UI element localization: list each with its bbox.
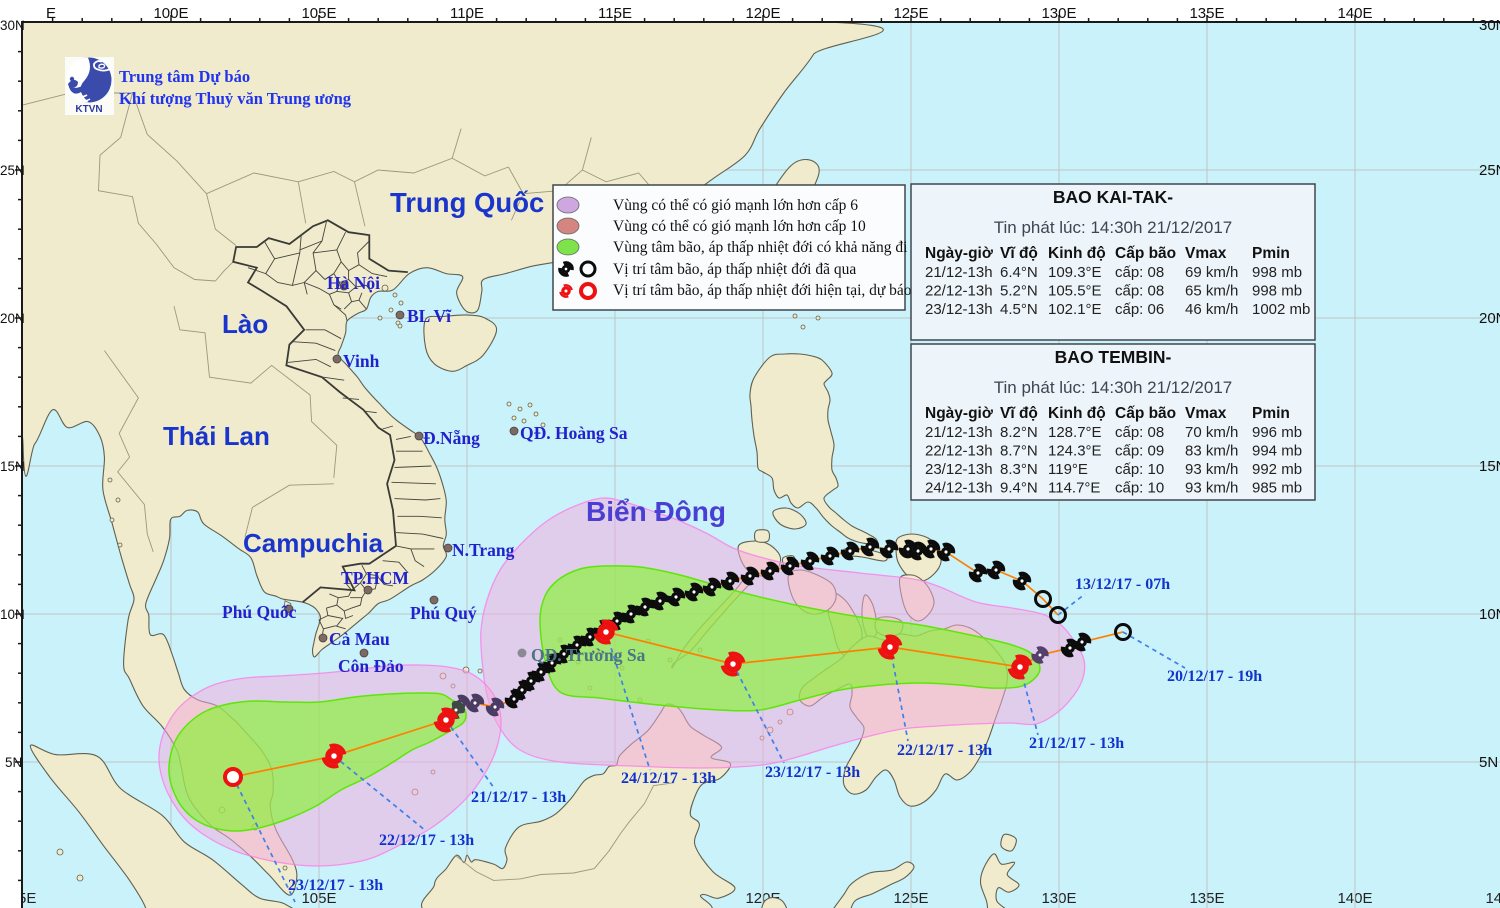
- svg-text:BAO KAI-TAK-: BAO KAI-TAK-: [1053, 187, 1173, 207]
- svg-text:Tin phát lúc: 14:30h 21/12/201: Tin phát lúc: 14:30h 21/12/2017: [994, 218, 1233, 237]
- svg-text:105E: 105E: [301, 5, 336, 22]
- svg-text:20N: 20N: [1479, 310, 1500, 327]
- svg-text:Thái Lan: Thái Lan: [163, 421, 270, 451]
- svg-text:Côn Đảo: Côn Đảo: [338, 656, 404, 676]
- svg-text:20N: 20N: [0, 311, 25, 326]
- svg-text:125E: 125E: [893, 5, 928, 22]
- svg-text:135E: 135E: [1189, 5, 1224, 22]
- svg-text:Đ.Nẵng: Đ.Nẵng: [423, 428, 480, 448]
- svg-text:110E: 110E: [450, 5, 484, 22]
- svg-text:30N: 30N: [1479, 17, 1500, 34]
- svg-text:Cà Mau: Cà Mau: [329, 629, 390, 649]
- svg-text:Vùng có thể có gió mạnh lớn hơ: Vùng có thể có gió mạnh lớn hơn cấp 10: [613, 218, 866, 235]
- svg-text:Vị trí tâm bão, áp thấp nhiệt: Vị trí tâm bão, áp thấp nhiệt đới hiện t…: [613, 282, 912, 299]
- svg-text:10N: 10N: [0, 607, 25, 622]
- svg-text:115E: 115E: [598, 5, 632, 22]
- svg-text:E: E: [46, 5, 56, 22]
- svg-text:15N: 15N: [1479, 458, 1500, 475]
- svg-text:120E: 120E: [745, 5, 780, 22]
- svg-text:Vùng tâm bão, áp thấp nhiệt đớ: Vùng tâm bão, áp thấp nhiệt đới có khả n…: [613, 239, 927, 256]
- svg-text:21/12/17 - 13h: 21/12/17 - 13h: [471, 789, 566, 806]
- svg-text:5N: 5N: [5, 755, 22, 770]
- svg-text:21/12/17 - 13h: 21/12/17 - 13h: [1029, 735, 1124, 752]
- svg-text:Hà Nội: Hà Nội: [327, 273, 380, 293]
- svg-text:BAO TEMBIN-: BAO TEMBIN-: [1055, 347, 1172, 367]
- svg-text:Phú Quốc: Phú Quốc: [222, 602, 297, 622]
- svg-text:130E: 130E: [1041, 5, 1076, 22]
- svg-text:22/12/17 - 13h: 22/12/17 - 13h: [379, 832, 474, 849]
- svg-text:30N: 30N: [0, 18, 25, 33]
- svg-text:KTVN: KTVN: [75, 104, 102, 115]
- svg-text:Campuchia: Campuchia: [243, 528, 384, 558]
- svg-text:10N: 10N: [1479, 606, 1500, 623]
- svg-text:13/12/17 - 07h: 13/12/17 - 07h: [1075, 576, 1170, 593]
- svg-text:23/12/17 - 13h: 23/12/17 - 13h: [288, 877, 383, 894]
- svg-text:25N: 25N: [0, 163, 25, 178]
- svg-text:20/12/17 - 19h: 20/12/17 - 19h: [1167, 668, 1262, 685]
- svg-text:Trung Quốc: Trung Quốc: [390, 187, 544, 218]
- svg-text:Phú Quý: Phú Quý: [410, 603, 477, 623]
- svg-text:Trung tâm Dự báo: Trung tâm Dự báo: [119, 67, 250, 86]
- svg-text:100E: 100E: [153, 5, 188, 22]
- svg-text:24/12/17 - 13h: 24/12/17 - 13h: [621, 770, 716, 787]
- svg-text:TP.HCM: TP.HCM: [341, 568, 409, 588]
- svg-text:Lào: Lào: [222, 309, 268, 339]
- svg-text:Tin phát lúc: 14:30h 21/12/201: Tin phát lúc: 14:30h 21/12/2017: [994, 378, 1233, 397]
- svg-text:140E: 140E: [1337, 5, 1372, 22]
- svg-text:Vị trí tâm bão, áp thấp nhiệt: Vị trí tâm bão, áp thấp nhiệt đới đã qua: [613, 261, 856, 278]
- svg-text:N.Trang: N.Trang: [452, 540, 515, 560]
- svg-text:Vùng có thể có gió mạnh lớn hơ: Vùng có thể có gió mạnh lớn hơn cấp 6: [613, 197, 858, 214]
- svg-text:BL Vĩ: BL Vĩ: [407, 306, 452, 326]
- svg-text:23/12/17 - 13h: 23/12/17 - 13h: [765, 764, 860, 781]
- svg-text:Biển Đông: Biển Đông: [586, 496, 726, 527]
- svg-text:QĐ. Trường Sa: QĐ. Trường Sa: [531, 645, 646, 665]
- svg-text:Khí tượng Thuỷ văn Trung ương: Khí tượng Thuỷ văn Trung ương: [119, 89, 352, 108]
- svg-text:25N: 25N: [1479, 162, 1500, 179]
- svg-text:15N: 15N: [0, 459, 25, 474]
- svg-text:5N: 5N: [1479, 754, 1498, 771]
- svg-text:145E: 145E: [1485, 890, 1500, 907]
- svg-text:95E: 95E: [10, 890, 37, 907]
- svg-text:Vinh: Vinh: [343, 351, 380, 371]
- svg-text:QĐ. Hoàng Sa: QĐ. Hoàng Sa: [520, 423, 628, 443]
- svg-text:22/12/17 - 13h: 22/12/17 - 13h: [897, 742, 992, 759]
